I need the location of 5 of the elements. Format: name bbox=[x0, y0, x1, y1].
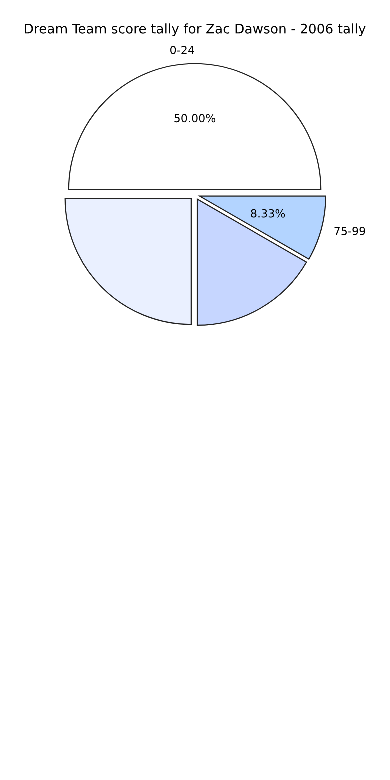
data-label: 50.00% bbox=[174, 114, 216, 123]
chart-title: Dream Team score tally for Zac Dawson - 2006 tally bbox=[25, 24, 366, 36]
slice-label: 75-99 bbox=[334, 227, 366, 236]
data-label: 8.33% bbox=[251, 209, 286, 218]
slice-label: 0-24 bbox=[170, 46, 194, 54]
